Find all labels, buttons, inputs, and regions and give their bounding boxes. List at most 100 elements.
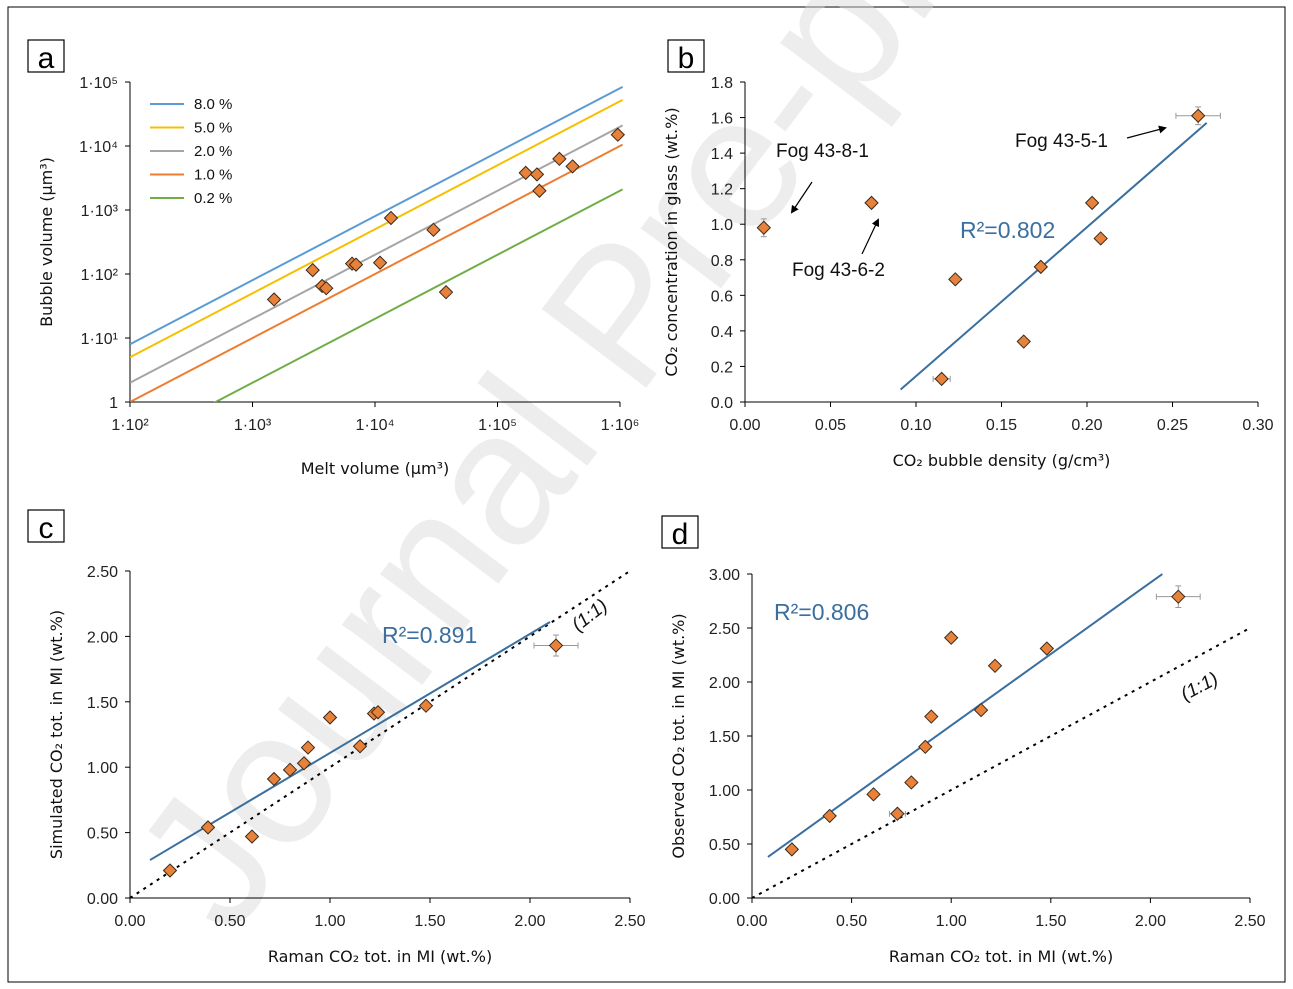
- panel-a-data-point: [305, 262, 320, 278]
- panel-c-data-point: [200, 820, 216, 835]
- panel-d-one-to-one-line: [752, 627, 1251, 898]
- panel-d-data-point: [918, 739, 933, 755]
- panel-d-data-point: [904, 775, 919, 790]
- panel-c-x-tick-label: 0.00: [114, 913, 145, 930]
- panel-b-data-point: [756, 220, 772, 235]
- panel-b-x-tick-label: 0.30: [1242, 417, 1273, 434]
- panel-c-label: c: [39, 512, 54, 545]
- panel-b-x-tick-label: 0.15: [986, 417, 1017, 434]
- panel-c-data-point: [244, 829, 260, 844]
- panel-d-data-point: [973, 702, 989, 718]
- panel-c-data-point: [548, 638, 564, 653]
- panel-b-label: b: [678, 42, 695, 75]
- panel-b-y-tick-label: 0.4: [711, 324, 733, 341]
- panel-b-x-tick-label: 0.10: [900, 417, 931, 434]
- panel-d-data-point: [822, 808, 837, 824]
- panel-c-data-point: [370, 705, 386, 720]
- panel-c-data-point: [282, 762, 298, 778]
- annotation-arrow: [1126, 125, 1167, 139]
- panel-d-x-tick-label: 0.00: [736, 913, 767, 930]
- panel-a-data-point: [426, 222, 441, 238]
- panel-b-label-box: [667, 39, 705, 73]
- panel-a-label: a: [38, 42, 55, 75]
- panel-c-y-tick-label: 2.00: [87, 629, 118, 646]
- panel-a-x-axis-label: Melt volume (µm³): [301, 459, 449, 478]
- panel-a-data-point: [383, 210, 399, 226]
- panel-d-data-point: [784, 842, 800, 857]
- panel-d-y-tick-label: 1.50: [709, 729, 740, 746]
- panel-b-x-tick-label: 0.05: [815, 417, 846, 434]
- panel-b-data-point: [948, 272, 963, 287]
- panel-a-data-point: [266, 292, 282, 307]
- panel-c-data-point: [296, 756, 312, 771]
- panel-b-data-point: [1016, 334, 1031, 349]
- panel-b-data-point: [1033, 259, 1049, 275]
- panel-d-data-point: [987, 658, 1003, 674]
- panel-a-y-tick-label: 1·10¹: [81, 331, 118, 348]
- panel-d-data-point: [1171, 589, 1186, 604]
- panel-d-data-point: [866, 787, 881, 802]
- panel-c-data-point: [418, 698, 434, 713]
- panel-c-x-tick-label: 2.50: [614, 913, 645, 930]
- panel-d-y-tick-label: 1.00: [709, 783, 740, 800]
- panel-a-model-line: [130, 124, 624, 384]
- panel-a: a 1·10² 1·10³ 1·10⁴ 1·10⁵ 1·10⁶ 1 1·10¹ 1·10² 1·1…: [27, 39, 639, 478]
- panel-a-y-tick-label: 1·10²: [81, 267, 119, 284]
- panel-a-data-point: [532, 183, 547, 198]
- panel-b-data-point: [1084, 195, 1100, 211]
- panel-d: d 0.00 0.50 1.00 1.50 2.00 2.50 0.00 0.50 1.00 1.5…: [661, 515, 1266, 966]
- panel-d-x-tick-label: 1.00: [936, 913, 967, 930]
- panel-a-model-line: [130, 99, 624, 359]
- panel-d-x-tick-label: 1.50: [1035, 913, 1066, 930]
- panel-d-data-point: [1039, 641, 1055, 656]
- panel-c-x-tick-label: 0.50: [214, 913, 245, 930]
- panel-b-data-point: [934, 371, 949, 387]
- panel-a-x-tick-label: 1·10⁴: [356, 417, 395, 434]
- panel-c-y-tick-label: 2.50: [87, 564, 118, 581]
- panel-d-x-tick-label: 2.50: [1234, 913, 1265, 930]
- panel-b-fit-line: [899, 122, 1208, 391]
- panel-a-data-point: [565, 159, 580, 174]
- panel-b-x-tick-label: 0.00: [729, 417, 760, 434]
- legend-label: 8.0 %: [194, 96, 232, 113]
- panel-c-data-point: [322, 710, 338, 725]
- panel-d-plot-area: [752, 573, 1251, 898]
- panel-b-y-tick-label: 0.0: [711, 395, 733, 412]
- panel-d-x-tick-label: 2.00: [1135, 913, 1166, 930]
- panel-a-data-point: [518, 165, 533, 181]
- panel-d-x-tick-label: 0.50: [836, 913, 867, 930]
- panel-a-x-tick-label: 1·10³: [234, 417, 272, 434]
- legend-label: 1.0 %: [194, 167, 232, 184]
- panel-d-data-point: [890, 806, 905, 821]
- panel-a-y-tick-label: 1·10⁴: [79, 139, 118, 156]
- annotation-fog-43-6-2: Fog 43-6-2: [792, 260, 885, 281]
- panel-c-x-tick-label: 1.50: [414, 913, 445, 930]
- panel-c-data-point: [300, 740, 316, 755]
- panel-b-y-tick-label: 0.8: [711, 253, 733, 270]
- panel-a-data-point: [529, 167, 545, 182]
- panel-a-y-tick-label: 1·10⁵: [79, 75, 118, 92]
- panel-c: c 0.00 0.50 1.00 1.50 2.00 2.50 0.00 0.50 1.00 1.5…: [27, 509, 646, 966]
- annotation-arrow: [790, 181, 813, 214]
- panel-d-y-tick-label: 0.50: [709, 837, 740, 854]
- panel-a-model-line: [213, 188, 624, 402]
- panel-b: b 0.00 0.05 0.10 0.15 0.20 0.25 0.30 0.0 0.2 0.4 0.…: [662, 39, 1274, 470]
- panel-c-one-to-one-label: (1:1): [568, 595, 612, 636]
- panel-c-y-tick-label: 1.50: [87, 695, 118, 712]
- panel-d-y-axis-label: Observed CO₂ tot. in MI (wt.%): [669, 613, 688, 858]
- panel-d-y-tick-label: 3.00: [709, 567, 740, 584]
- panel-a-data-point: [552, 151, 567, 167]
- panel-a-data-point: [372, 255, 388, 270]
- panel-b-data-point: [1190, 108, 1206, 123]
- panel-a-x-tick-label: 1·10⁵: [478, 417, 517, 434]
- panel-c-label-box: [27, 509, 65, 543]
- panel-b-y-tick-label: 1.4: [711, 146, 733, 163]
- legend-label: 0.2 %: [194, 190, 232, 207]
- panel-a-data-point: [610, 127, 626, 142]
- panel-b-y-tick-label: 1.0: [711, 217, 733, 234]
- panel-d-label: d: [672, 518, 689, 551]
- legend-label: 2.0 %: [194, 143, 232, 160]
- panel-a-data-point: [438, 284, 454, 300]
- panel-c-data-point: [162, 863, 178, 878]
